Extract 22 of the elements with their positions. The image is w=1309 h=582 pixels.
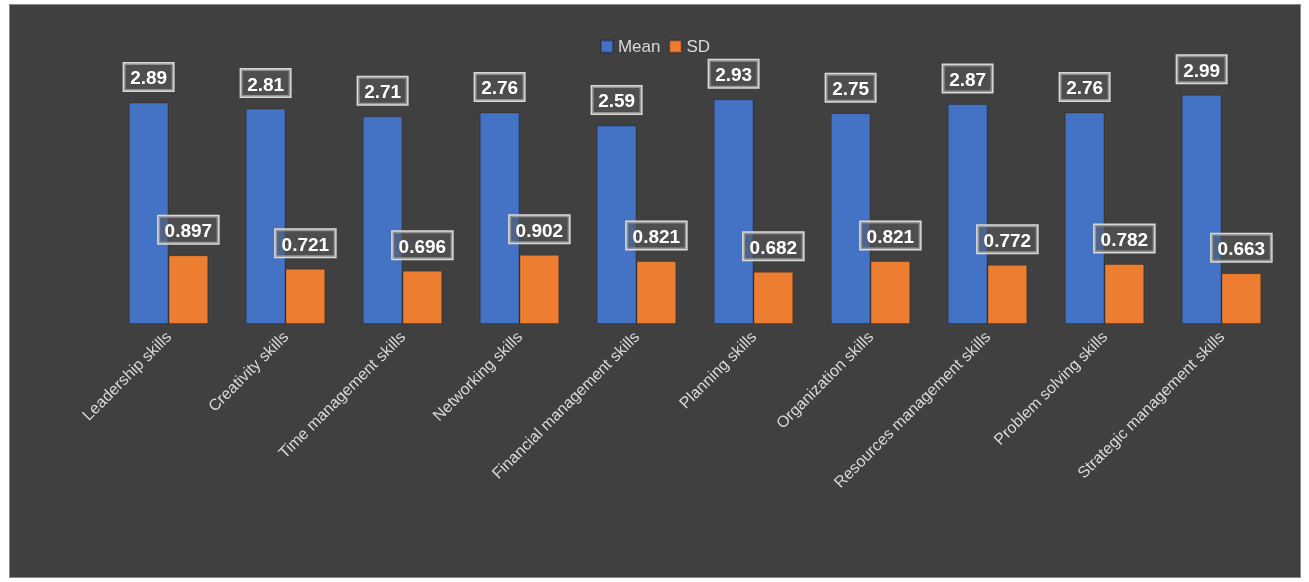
data-label: 0.902: [515, 219, 564, 241]
data-label: 0.682: [749, 236, 798, 258]
data-label: 2.71: [364, 81, 402, 103]
data-label: 0.696: [398, 235, 447, 257]
data-label: 0.663: [1217, 238, 1266, 260]
data-label: 2.81: [247, 73, 285, 95]
data-label: 2.99: [1183, 59, 1221, 81]
legend-label: SD: [686, 37, 711, 56]
data-label: 2.59: [598, 90, 636, 112]
legend-label: Mean: [617, 37, 661, 56]
data-label: 2.75: [832, 78, 870, 100]
data-label: 2.89: [130, 67, 168, 89]
data-label: 0.821: [866, 226, 915, 248]
data-label: 0.721: [281, 233, 330, 255]
data-label: 2.76: [481, 77, 519, 99]
data-label: 2.87: [949, 68, 987, 90]
data-label: 0.782: [1100, 229, 1149, 251]
data-label: 0.897: [164, 220, 213, 242]
data-label: 0.772: [983, 229, 1032, 251]
data-label: 0.821: [632, 226, 681, 248]
data-label: 2.93: [715, 64, 753, 86]
data-label: 2.76: [1066, 77, 1104, 99]
